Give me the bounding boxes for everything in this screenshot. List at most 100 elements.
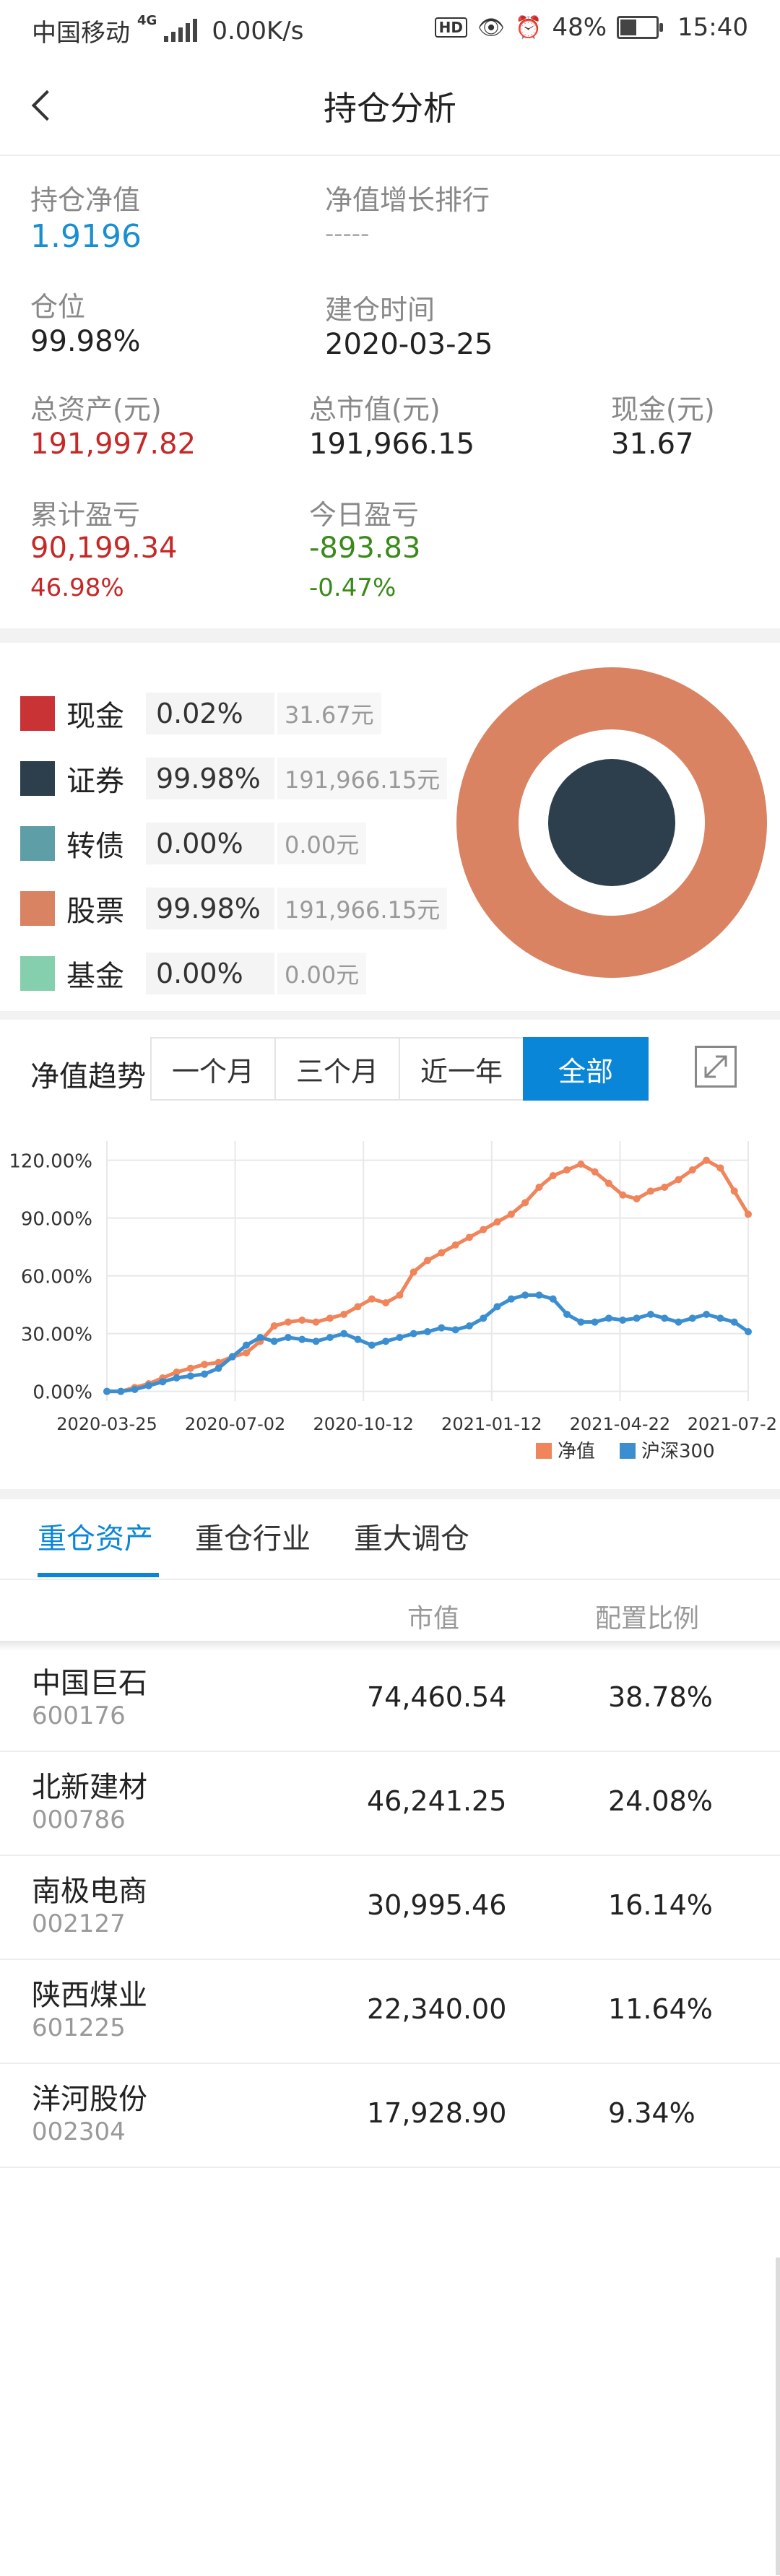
y-tick-label: 0.00%	[32, 1382, 92, 1404]
page-title: 持仓分析	[324, 89, 456, 128]
tab-three-months[interactable]: 三个月	[274, 1037, 400, 1101]
data-point	[451, 1326, 459, 1334]
data-point	[410, 1330, 417, 1337]
tab-one-month[interactable]: 一个月	[150, 1037, 276, 1101]
data-point	[368, 1341, 376, 1349]
data-point	[410, 1268, 417, 1276]
data-point	[604, 1179, 612, 1187]
data-point	[451, 1241, 459, 1249]
data-point	[480, 1226, 488, 1233]
data-point	[214, 1364, 222, 1372]
today-pl-value: -893.83	[309, 532, 421, 565]
data-point	[354, 1335, 362, 1343]
data-point	[604, 1314, 612, 1322]
data-point	[424, 1328, 431, 1335]
table-row[interactable]: 洋河股份 002304 17,928.90 9.34%	[0, 2070, 780, 2174]
stock-ratio: 9.34%	[608, 2097, 696, 2129]
data-point	[633, 1195, 641, 1202]
stock-code: 600176	[32, 1701, 126, 1730]
data-point	[465, 1233, 473, 1241]
data-point	[688, 1166, 696, 1174]
legend-swatch	[20, 696, 55, 731]
data-point	[521, 1199, 529, 1207]
y-tick-label: 30.00%	[21, 1324, 92, 1346]
allocation-name: 股票	[66, 895, 124, 928]
allocation-donut-chart	[456, 667, 767, 978]
legend-label: 净值	[558, 1441, 595, 1462]
cash-label: 现金(元)	[611, 394, 715, 425]
status-bar: 中国移动 4G 0.00K/s HD 👁 ⏰ 48% 15:40	[0, 0, 780, 55]
cum-pl-value: 90,199.34	[30, 532, 178, 565]
tab-top-holdings[interactable]: 重仓资产	[38, 1522, 153, 1556]
stock-market-value: 17,928.90	[367, 2097, 507, 2129]
data-point	[646, 1311, 654, 1318]
data-point	[507, 1210, 515, 1218]
column-header-value: 市值	[407, 1604, 460, 1634]
tab-top-industries[interactable]: 重仓行业	[195, 1522, 311, 1556]
today-pl-label: 今日盈亏	[309, 499, 420, 531]
x-tick-label: 2021-04-22	[570, 1414, 670, 1434]
signal-icon	[164, 18, 198, 42]
table-row[interactable]: 中国巨石 600176 74,460.54 38.78%	[0, 1654, 780, 1758]
data-point	[382, 1337, 390, 1345]
data-point	[438, 1324, 446, 1332]
carrier-name: 中国移动	[32, 19, 130, 48]
x-tick-label: 2021-07-2	[688, 1414, 777, 1434]
stock-market-value: 30,995.46	[367, 1889, 507, 1921]
divider	[0, 2063, 780, 2064]
data-point	[201, 1361, 209, 1369]
trend-range-tabs: 一个月 三个月 近一年 全部	[150, 1037, 649, 1101]
tab-major-adjustments[interactable]: 重大调仓	[354, 1522, 469, 1556]
data-point	[745, 1328, 752, 1335]
table-row[interactable]: 南极电商 002127 30,995.46 16.14%	[0, 1862, 780, 1966]
stock-name: 陕西煤业	[32, 1979, 147, 2012]
table-row[interactable]: 陕西煤业 601225 22,340.00 11.64%	[0, 1966, 780, 2070]
data-point	[591, 1318, 599, 1326]
active-tab-indicator	[38, 1573, 159, 1577]
header-shadow	[0, 1641, 780, 1651]
stock-code: 000786	[32, 1805, 126, 1834]
data-point	[716, 1314, 724, 1322]
data-point	[493, 1303, 501, 1311]
donut-outer-ring	[456, 667, 767, 978]
data-point	[256, 1334, 264, 1341]
data-point	[716, 1164, 724, 1172]
nav-value: 1.9196	[30, 218, 142, 255]
market-value-label: 总市值(元)	[309, 394, 441, 425]
data-point	[646, 1187, 654, 1195]
data-point	[396, 1334, 404, 1341]
legend-swatch	[20, 826, 55, 861]
data-point	[521, 1291, 529, 1299]
tab-one-year[interactable]: 近一年	[399, 1037, 524, 1101]
network-speed: 0.00K/s	[212, 16, 304, 45]
scrollbar[interactable]	[776, 2258, 780, 2575]
stock-name: 中国巨石	[32, 1667, 147, 1700]
allocation-row-funds: 基金 0.00% 0.00元	[20, 952, 367, 995]
column-header-ratio: 配置比例	[595, 1604, 700, 1634]
x-tick-label: 2020-03-25	[56, 1414, 157, 1434]
battery-percent: 48%	[552, 13, 607, 42]
data-point	[688, 1314, 696, 1322]
start-date-value: 2020-03-25	[325, 328, 493, 361]
allocation-row-cash: 现金 0.02% 31.67元	[20, 692, 381, 735]
data-point	[661, 1314, 669, 1322]
allocation-amount: 191,966.15元	[277, 888, 448, 929]
data-point	[703, 1311, 711, 1318]
data-point	[117, 1387, 125, 1395]
legend-swatch	[20, 761, 55, 796]
expand-icon[interactable]	[695, 1046, 737, 1088]
tab-all[interactable]: 全部	[523, 1037, 649, 1101]
x-tick-label: 2020-10-12	[313, 1414, 413, 1434]
data-point	[535, 1291, 543, 1299]
data-point	[438, 1249, 446, 1257]
data-point	[396, 1291, 404, 1299]
data-point	[480, 1314, 488, 1322]
data-point	[745, 1210, 752, 1218]
stock-name: 北新建材	[32, 1771, 147, 1804]
data-point	[382, 1299, 390, 1306]
legend-swatch	[20, 956, 55, 991]
nav-trend-chart: 0.00% 30.00% 60.00% 90.00% 120.00% 2020-03-25…	[9, 1141, 777, 1462]
cash-value: 31.67	[611, 428, 694, 461]
table-row[interactable]: 北新建材 000786 46,241.25 24.08%	[0, 1758, 780, 1862]
divider	[0, 1579, 780, 1580]
